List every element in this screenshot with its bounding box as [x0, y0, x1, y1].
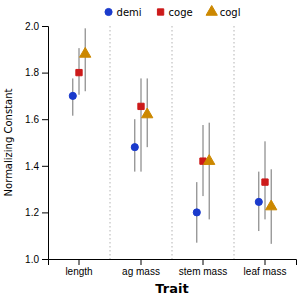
y-tick: 1.0	[25, 254, 48, 265]
x-tick-mark	[141, 259, 142, 265]
y-tick: 2.0	[25, 21, 48, 32]
point	[204, 155, 215, 165]
x-tick-label: ag mass	[122, 266, 160, 277]
legend-item: demi	[105, 7, 142, 18]
y-tick-label: 1.0	[25, 254, 39, 265]
error-bar	[85, 28, 86, 91]
y-tick-mark	[42, 26, 48, 27]
y-tick-label: 1.2	[25, 207, 39, 218]
x-tick-mark	[203, 259, 204, 265]
chart: 1.0 1.2 1.4 1.6 1.8 2.0 length ag mass stem mass…	[0, 0, 306, 299]
x-tick: leaf mass	[244, 259, 287, 277]
legend-item: cogl	[206, 5, 240, 17]
y-axis-title: Normalizing Constant	[3, 89, 14, 197]
series	[69, 78, 262, 242]
point	[76, 69, 82, 75]
series	[80, 28, 277, 244]
point	[266, 200, 277, 210]
series	[76, 48, 268, 219]
point	[193, 209, 200, 216]
x-tick-label: stem mass	[179, 266, 227, 277]
point	[255, 198, 262, 205]
x-tick-mark	[79, 259, 80, 265]
point	[80, 47, 91, 57]
legend-item: coge	[157, 7, 192, 18]
marks	[69, 28, 277, 244]
x-axis: length ag mass stem mass leaf mass	[49, 259, 297, 277]
y-tick: 1.6	[25, 114, 48, 125]
plot: 1.0 1.2 1.4 1.6 1.8 2.0 length ag mass stem mass…	[25, 21, 296, 277]
x-tick-mark	[265, 259, 266, 265]
divider	[110, 26, 111, 259]
error-bar	[141, 78, 142, 171]
dividers	[110, 26, 234, 259]
x-tick: length	[65, 259, 92, 277]
legend-symbol	[157, 9, 163, 15]
y-tick: 1.8	[25, 67, 48, 78]
y-tick-mark	[42, 166, 48, 167]
y-tick: 1.4	[25, 161, 48, 172]
legend-label: coge	[169, 7, 193, 18]
error-bar	[209, 123, 210, 220]
divider	[234, 26, 235, 259]
legend-label: cogl	[220, 7, 241, 18]
x-axis-title: Trait	[155, 281, 188, 296]
y-axis: 1.0 1.2 1.4 1.6 1.8 2.0	[25, 21, 48, 265]
y-axis-line	[42, 27, 49, 260]
legend-label: demi	[117, 7, 142, 18]
point	[262, 179, 268, 185]
y-tick: 1.2	[25, 207, 48, 218]
point	[138, 103, 144, 109]
y-tick-mark	[42, 259, 48, 260]
divider	[172, 26, 173, 259]
legend-symbol	[105, 8, 112, 15]
point	[142, 108, 153, 118]
y-tick-mark	[42, 73, 48, 74]
y-tick-label: 1.8	[25, 67, 39, 78]
y-tick-label: 2.0	[25, 21, 39, 32]
x-tick-label: length	[65, 266, 92, 277]
y-tick-mark	[42, 119, 48, 120]
point	[69, 92, 76, 99]
x-axis-line	[49, 260, 297, 266]
x-tick: ag mass	[122, 259, 160, 277]
legend-symbol	[206, 5, 217, 15]
legend: demi coge cogl	[105, 5, 240, 17]
y-tick-label: 1.4	[25, 161, 39, 172]
x-tick: stem mass	[179, 259, 227, 277]
y-tick-mark	[42, 212, 48, 213]
x-tick-label: leaf mass	[244, 266, 287, 277]
y-tick-label: 1.6	[25, 114, 39, 125]
point	[131, 144, 138, 151]
